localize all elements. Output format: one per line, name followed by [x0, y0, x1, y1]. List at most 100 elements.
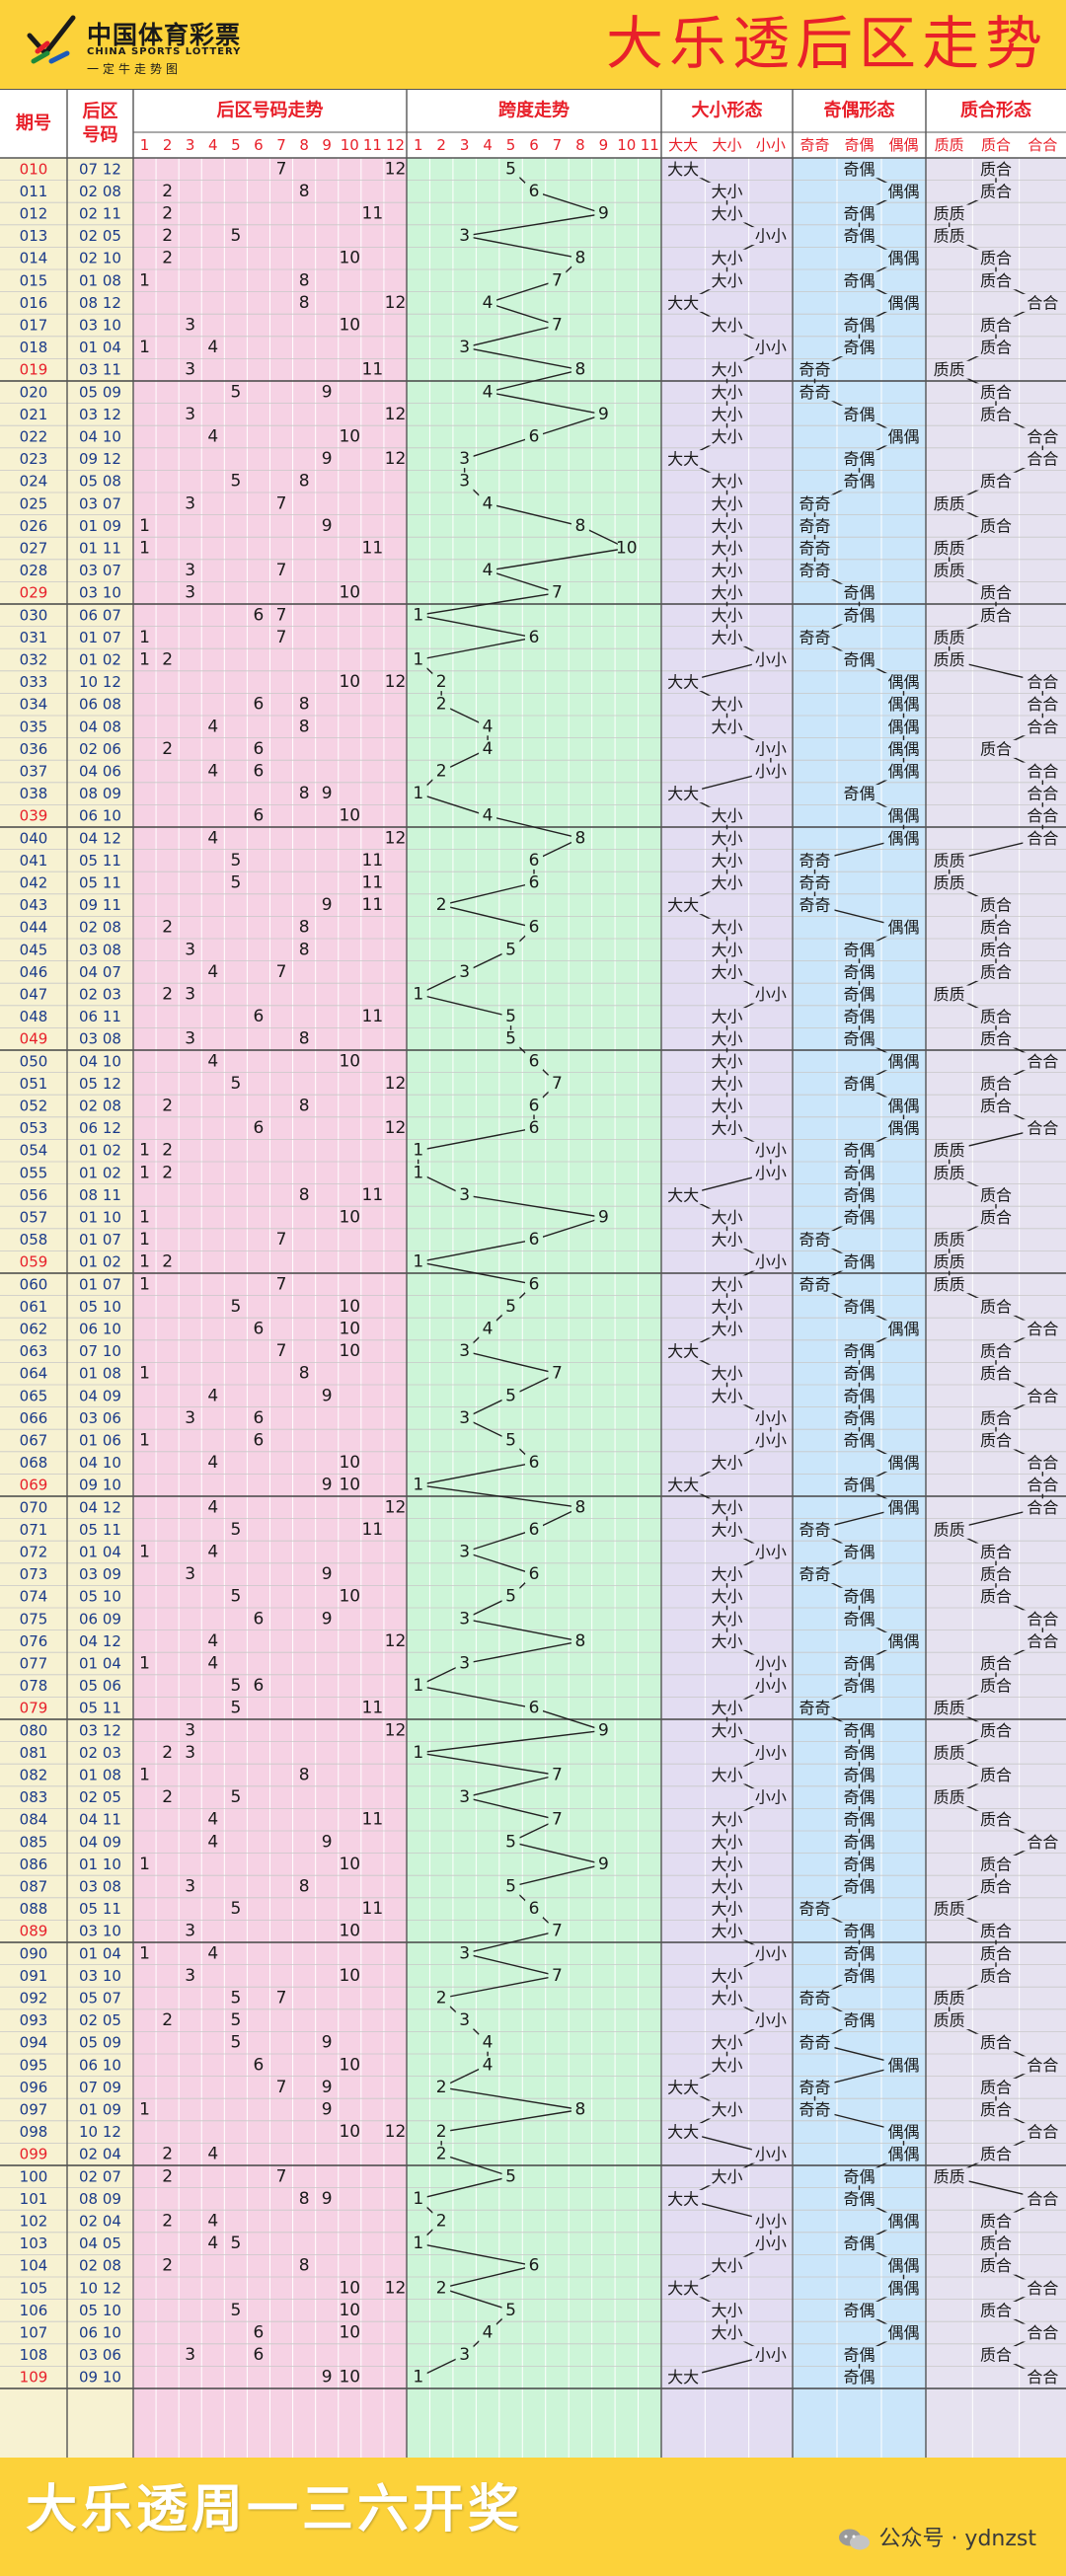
bigsmall-mark-bg: [708, 1922, 746, 1940]
prime-mark-bg: [976, 583, 1016, 602]
period-cell: 099: [20, 2146, 48, 2163]
trend-number-mark-bg: [248, 1119, 269, 1138]
prime-mark: 合合: [1027, 2368, 1058, 2387]
oddeven-mark-bg: [795, 2078, 835, 2096]
span-mark-bg: [479, 293, 497, 312]
back-numbers-cell: 03 06: [79, 1409, 121, 1427]
bigsmall-mark: 大小: [711, 427, 742, 446]
oddeven-mark-bg: [795, 1231, 835, 1250]
span-mark: 1: [413, 1163, 423, 1182]
oddeven-mark: 奇偶: [843, 1922, 875, 1940]
back-numbers-cell: 05 10: [79, 1298, 121, 1316]
oddeven-mark-bg: [883, 2212, 924, 2231]
prime-mark: 质质: [934, 494, 965, 513]
oddeven-mark-bg: [839, 1408, 879, 1427]
span-mark: 3: [459, 1543, 470, 1562]
trend-number-mark-bg: [384, 673, 406, 692]
bigsmall-mark-bg: [708, 271, 746, 290]
trend-number-mark-bg: [134, 1275, 156, 1294]
prime-mark-bg: [1023, 450, 1063, 469]
bigsmall-mark: 大小: [711, 851, 742, 870]
oddeven-mark-bg: [839, 339, 879, 357]
period-cell: 036: [20, 740, 48, 758]
trend-number-mark: 1: [139, 539, 150, 559]
trend-number-mark: 2: [162, 2010, 173, 2030]
prime-mark: 合合: [1027, 2323, 1058, 2342]
trend-number-mark-bg: [361, 360, 383, 379]
oddeven-mark: 奇偶: [843, 1944, 875, 1963]
trend-number-mark-bg: [225, 383, 247, 402]
bigsmall-header: 大小形态: [692, 100, 763, 121]
span-mark: 2: [436, 1989, 447, 2008]
trend-number-mark: 8: [299, 270, 310, 290]
trend-number-mark-bg: [361, 873, 383, 892]
prime-mark: 质合: [980, 896, 1012, 915]
bigsmall-mark-bg: [751, 1252, 790, 1271]
period-cell: 082: [20, 1767, 48, 1784]
span-mark-bg: [409, 1252, 427, 1271]
bigsmall-mark: 大小: [711, 1119, 742, 1138]
period-cell: 010: [20, 160, 48, 178]
prime-mark: 质质: [934, 1699, 965, 1717]
span-trend-line: [418, 793, 489, 817]
prime-mark: 质质: [934, 1743, 965, 1762]
trend-number-mark-bg: [384, 450, 406, 469]
oddeven-mark: 奇奇: [799, 1989, 830, 2008]
oddeven-mark: 奇偶: [843, 227, 875, 246]
back-header-line1: 后区: [83, 102, 118, 122]
span-mark-bg: [571, 249, 589, 267]
prime-mark-bg: [976, 2145, 1016, 2163]
bigsmall-mark-bg: [751, 339, 790, 357]
trend-number-mark: 4: [207, 1654, 218, 1674]
span-trend-line: [418, 1484, 581, 1508]
prime-mark: 质合: [980, 2078, 1012, 2096]
oddeven-mark: 奇偶: [843, 1766, 875, 1784]
prime-mark-bg: [976, 2100, 1016, 2119]
span-mark: 7: [552, 1966, 563, 1986]
period-cell: 041: [20, 852, 48, 870]
prime-mark-bg: [976, 516, 1016, 535]
trend-number-mark-bg: [157, 227, 179, 246]
trend-number-mark-bg: [339, 1342, 360, 1361]
span-trend-line: [418, 993, 511, 1018]
back-numbers-cell: 01 04: [79, 1944, 121, 1962]
span-mark: 4: [483, 382, 494, 402]
back-numbers-cell: 03 06: [79, 2346, 121, 2364]
prime-mark-bg: [929, 1520, 969, 1539]
bigsmall-mark: 大小: [711, 1320, 742, 1338]
oddeven-mark: 奇偶: [843, 1543, 875, 1561]
span-mark: 8: [574, 1497, 585, 1517]
back-numbers-cell: 06 11: [79, 1008, 121, 1025]
span-mark-bg: [409, 650, 427, 669]
trend-number-mark-bg: [361, 1699, 383, 1717]
trend-number-mark: 9: [322, 2368, 333, 2387]
bigsmall-mark-bg: [751, 985, 790, 1004]
trend-number-mark: 12: [385, 405, 407, 424]
trend-number-mark-bg: [248, 2346, 269, 2365]
oddeven-mark-bg: [883, 673, 924, 692]
trend-number-mark: 9: [322, 1564, 333, 1584]
trend-number-mark: 7: [276, 605, 287, 625]
prime-mark-bg: [976, 1721, 1016, 1740]
span-trend-line: [418, 1239, 535, 1263]
bigsmall-mark-bg: [708, 1766, 746, 1784]
oddeven-mark-bg: [883, 1454, 924, 1473]
span-mark: 6: [529, 1274, 540, 1294]
back-numbers-cell: 03 08: [79, 1878, 121, 1896]
trend-number-mark-bg: [339, 1320, 360, 1338]
bigsmall-mark: 小小: [755, 739, 787, 758]
span-mark: 4: [483, 717, 494, 736]
period-cell: 054: [20, 1142, 48, 1160]
trend-number-mark-bg: [316, 2078, 338, 2096]
span-mark: 2: [436, 895, 447, 915]
trend-number-mark-bg: [180, 405, 201, 423]
trend-number-mark: 5: [230, 382, 241, 402]
period-cell: 024: [20, 473, 48, 491]
oddeven-mark-bg: [795, 873, 835, 892]
span-trend-line: [464, 1931, 558, 1954]
span-mark-bg: [479, 2056, 497, 2075]
period-cell: 083: [20, 1788, 48, 1806]
span-mark: 1: [413, 1252, 423, 1272]
trend-number-mark-bg: [180, 985, 201, 1004]
period-cell: 050: [20, 1052, 48, 1070]
